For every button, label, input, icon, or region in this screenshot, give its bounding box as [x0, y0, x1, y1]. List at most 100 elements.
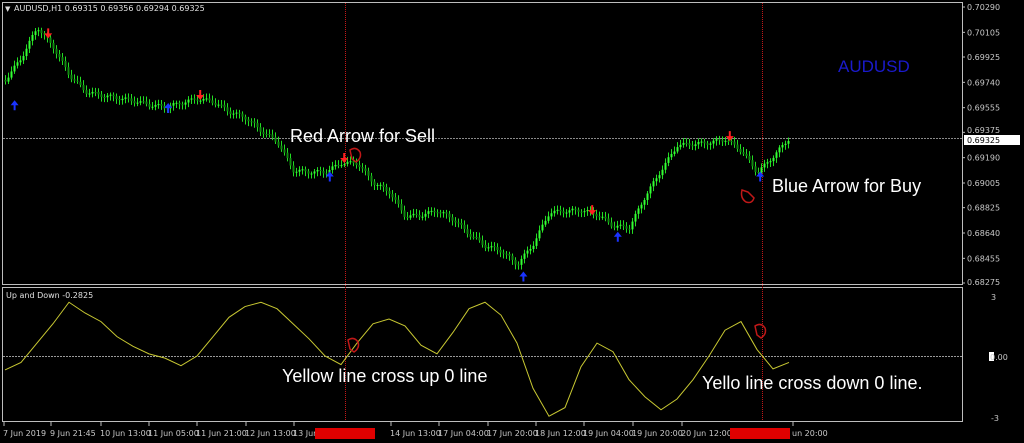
candle-body [646, 193, 649, 200]
candle-body [511, 255, 514, 260]
candle-body [571, 208, 574, 211]
candle-body [229, 111, 232, 114]
sell-arrow-icon [725, 131, 734, 142]
candle-body [616, 225, 619, 228]
candle-body [607, 218, 610, 223]
candle-body [133, 101, 136, 104]
candle-body [202, 98, 205, 101]
candle-body [580, 211, 583, 213]
price-tick-label: 0.69190 [967, 154, 1000, 163]
candle-body [424, 213, 427, 217]
symbol-info: AUDUSD,H1 0.69315 0.69356 0.69294 0.6932… [14, 4, 205, 13]
candle-body [583, 211, 586, 213]
candle-body [58, 53, 61, 58]
candle-body [526, 250, 529, 254]
candle-body [577, 209, 580, 212]
candle-body [766, 162, 769, 164]
candles [4, 27, 790, 270]
candle-body [67, 67, 70, 75]
candle-body [139, 101, 142, 103]
hand-pointer-icon [754, 323, 767, 339]
candle-body [520, 258, 523, 265]
candle-body [226, 107, 229, 112]
candle-body [16, 62, 19, 66]
crosshair-time-box-2 [730, 428, 790, 439]
candle-body [292, 165, 295, 173]
crosshair-time-box-1 [315, 428, 375, 439]
candle-body [43, 33, 46, 35]
candle-body [730, 140, 733, 142]
candle-body [205, 98, 208, 100]
candle-body [379, 184, 382, 186]
candle-body [319, 169, 322, 172]
candle-body [772, 157, 775, 162]
candle-body [412, 213, 415, 216]
candle-body [706, 143, 709, 145]
candle-body [775, 152, 778, 158]
candle-body [691, 145, 694, 147]
candle-body [214, 103, 217, 105]
candle-body [70, 74, 73, 80]
indicator-tick-top: 3 [991, 293, 996, 302]
candle-body [463, 224, 466, 230]
candle-body [409, 215, 412, 218]
candle-body [472, 236, 475, 238]
indicator-label: Up and Down -0.2825 [6, 291, 93, 300]
candle-body [700, 141, 703, 143]
candle-body [556, 209, 559, 211]
candle-body [622, 224, 625, 227]
indicator-tick-zero: 0.00 [990, 353, 1008, 362]
candle-body [655, 178, 658, 182]
price-tick-label: 0.69005 [967, 179, 1000, 188]
candle-body [442, 212, 445, 214]
candle-body [100, 94, 103, 97]
candle-body [541, 224, 544, 231]
time-tick-label: 18 Jun 12:00 [535, 429, 586, 438]
candle-body [340, 165, 343, 167]
candle-body [184, 102, 187, 105]
sell-arrow-icon [196, 90, 205, 101]
candle-body [604, 216, 607, 219]
candle-body [466, 229, 469, 235]
candle-body [400, 203, 403, 211]
candle-body [754, 166, 757, 172]
candle-body [697, 141, 700, 145]
candle-body [322, 171, 325, 174]
price-axis[interactable]: 0.70290 0.70105 0.69925 0.69740 0.69555 0.693… [962, 3, 1000, 287]
candle-body [739, 149, 742, 153]
price-tick-label: 0.68640 [967, 229, 1000, 238]
candle-body [307, 171, 310, 174]
time-tick-label: 14 Jun 13:00 [390, 429, 441, 438]
time-tick-label: 20 Jun 12:00 [681, 429, 732, 438]
candle-body [28, 40, 31, 49]
zero-label-box [989, 352, 994, 361]
candle-body [658, 175, 661, 179]
signals [10, 28, 765, 282]
candle-body [559, 209, 562, 212]
candle-body [718, 139, 721, 141]
candle-body [34, 31, 37, 35]
price-tick-label: 0.69925 [967, 53, 1000, 62]
collapse-triangle-icon[interactable]: ▼ [5, 5, 11, 13]
candle-body [562, 211, 565, 214]
candle-body [757, 171, 760, 173]
candle-body [391, 193, 394, 198]
buy-arrow-icon [325, 171, 334, 182]
candle-body [238, 112, 241, 114]
candle-body [436, 212, 439, 214]
candle-body [430, 210, 433, 212]
candle-body [136, 102, 139, 104]
candle-body [274, 137, 277, 142]
candle-body [328, 170, 331, 174]
candle-body [760, 167, 763, 173]
candle-body [640, 204, 643, 209]
candle-body [586, 210, 589, 212]
candle-body [187, 99, 190, 103]
candle-body [502, 252, 505, 254]
candle-body [673, 151, 676, 154]
candle-body [352, 161, 355, 164]
candle-body [358, 164, 361, 168]
candle-body [679, 144, 682, 148]
